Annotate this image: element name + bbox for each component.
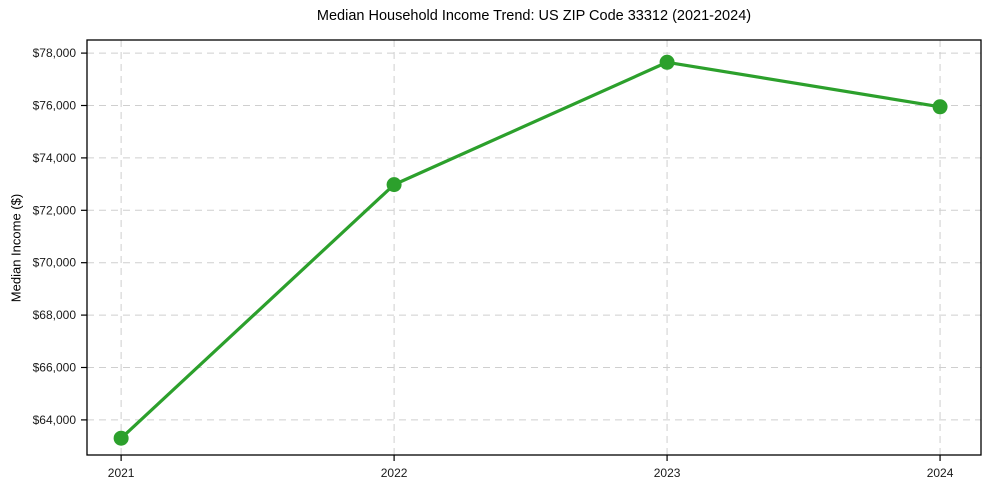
y-tick-label: $68,000	[33, 308, 77, 322]
x-tick-label: 2023	[654, 466, 681, 480]
y-tick-label: $66,000	[33, 360, 77, 374]
trend-line	[119, 60, 942, 440]
chart-title: Median Household Income Trend: US ZIP Co…	[316, 8, 752, 24]
data-point-2022	[386, 177, 402, 193]
y-tick-label: $72,000	[33, 203, 77, 217]
x-tick-label: 2021	[108, 466, 135, 480]
x-tick-label: 2024	[927, 466, 954, 480]
data-point-2023	[659, 54, 675, 70]
data-point-2024	[932, 99, 948, 115]
y-tick-label: $74,000	[33, 151, 77, 165]
y-tick-label: $78,000	[33, 46, 77, 60]
data-point-2021	[113, 430, 129, 446]
plot-border	[86, 39, 982, 456]
y-tick-label: $64,000	[33, 413, 77, 427]
y-tick-label: $70,000	[33, 256, 77, 270]
x-tick-label: 2022	[381, 466, 408, 480]
y-tick-label: $76,000	[33, 98, 77, 112]
